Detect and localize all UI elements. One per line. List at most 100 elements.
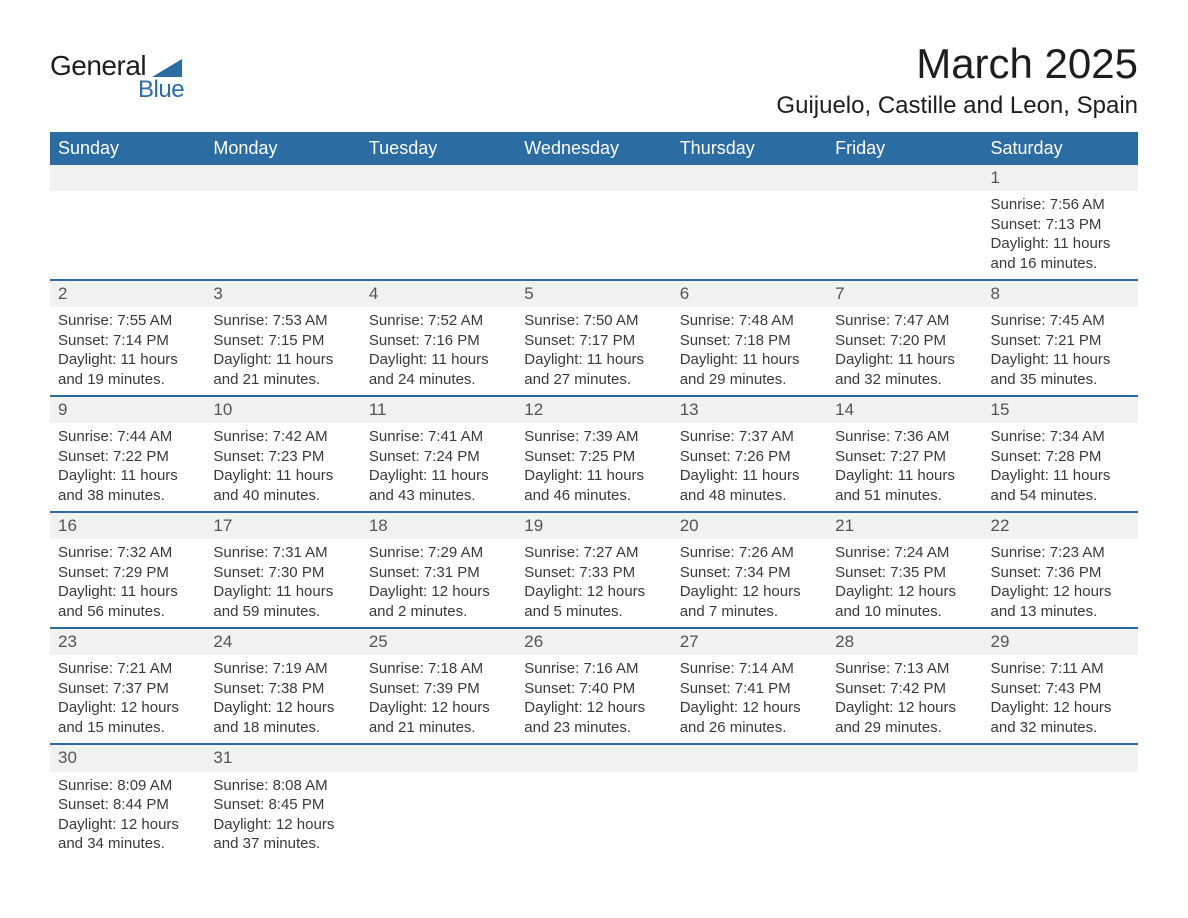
month-title: March 2025 bbox=[776, 40, 1138, 88]
day-number-cell bbox=[361, 744, 516, 771]
day-detail-cell: Sunrise: 7:48 AMSunset: 7:18 PMDaylight:… bbox=[672, 307, 827, 396]
day-number-cell: 20 bbox=[672, 512, 827, 539]
dl1-text: Daylight: 11 hours bbox=[835, 350, 974, 370]
day-number-cell bbox=[827, 165, 982, 191]
sunrise-text: Sunrise: 7:21 AM bbox=[58, 659, 197, 679]
day-detail-cell: Sunrise: 7:47 AMSunset: 7:20 PMDaylight:… bbox=[827, 307, 982, 396]
sunrise-text: Sunrise: 7:44 AM bbox=[58, 427, 197, 447]
dl2-text: and 46 minutes. bbox=[524, 486, 663, 506]
day-detail-cell: Sunrise: 7:42 AMSunset: 7:23 PMDaylight:… bbox=[205, 423, 360, 512]
day-detail-cell: Sunrise: 7:45 AMSunset: 7:21 PMDaylight:… bbox=[983, 307, 1138, 396]
sunrise-text: Sunrise: 7:14 AM bbox=[680, 659, 819, 679]
day-number-row: 2345678 bbox=[50, 280, 1138, 307]
dl2-text: and 48 minutes. bbox=[680, 486, 819, 506]
day-detail-cell: Sunrise: 7:13 AMSunset: 7:42 PMDaylight:… bbox=[827, 655, 982, 744]
dl1-text: Daylight: 11 hours bbox=[835, 466, 974, 486]
dl1-text: Daylight: 11 hours bbox=[58, 582, 197, 602]
sunset-text: Sunset: 7:35 PM bbox=[835, 563, 974, 583]
sunrise-text: Sunrise: 7:23 AM bbox=[991, 543, 1130, 563]
dl2-text: and 32 minutes. bbox=[835, 370, 974, 390]
dl2-text: and 7 minutes. bbox=[680, 602, 819, 622]
day-detail-cell: Sunrise: 7:21 AMSunset: 7:37 PMDaylight:… bbox=[50, 655, 205, 744]
dl1-text: Daylight: 11 hours bbox=[369, 466, 508, 486]
day-number-cell bbox=[983, 744, 1138, 771]
day-number-row: 9101112131415 bbox=[50, 396, 1138, 423]
dl1-text: Daylight: 12 hours bbox=[524, 582, 663, 602]
day-detail-cell: Sunrise: 7:55 AMSunset: 7:14 PMDaylight:… bbox=[50, 307, 205, 396]
day-number-cell: 14 bbox=[827, 396, 982, 423]
dl2-text: and 15 minutes. bbox=[58, 718, 197, 738]
day-number-cell: 9 bbox=[50, 396, 205, 423]
day-number-cell: 24 bbox=[205, 628, 360, 655]
day-number-cell: 6 bbox=[672, 280, 827, 307]
day-detail-row: Sunrise: 8:09 AMSunset: 8:44 PMDaylight:… bbox=[50, 772, 1138, 860]
day-number-row: 3031 bbox=[50, 744, 1138, 771]
sunrise-text: Sunrise: 7:45 AM bbox=[991, 311, 1130, 331]
sunset-text: Sunset: 7:26 PM bbox=[680, 447, 819, 467]
dl2-text: and 2 minutes. bbox=[369, 602, 508, 622]
sunrise-text: Sunrise: 7:55 AM bbox=[58, 311, 197, 331]
weekday-header: Thursday bbox=[672, 132, 827, 165]
dl2-text: and 26 minutes. bbox=[680, 718, 819, 738]
logo-triangle-icon bbox=[152, 55, 182, 77]
dl1-text: Daylight: 11 hours bbox=[524, 466, 663, 486]
dl1-text: Daylight: 12 hours bbox=[369, 698, 508, 718]
sunset-text: Sunset: 7:36 PM bbox=[991, 563, 1130, 583]
day-number-cell: 8 bbox=[983, 280, 1138, 307]
sunrise-text: Sunrise: 7:32 AM bbox=[58, 543, 197, 563]
sunrise-text: Sunrise: 7:47 AM bbox=[835, 311, 974, 331]
location: Guijuelo, Castille and Leon, Spain bbox=[776, 92, 1138, 120]
day-number-cell: 13 bbox=[672, 396, 827, 423]
sunset-text: Sunset: 7:14 PM bbox=[58, 331, 197, 351]
day-number-cell: 15 bbox=[983, 396, 1138, 423]
day-number-cell: 1 bbox=[983, 165, 1138, 191]
dl1-text: Daylight: 12 hours bbox=[835, 582, 974, 602]
sunset-text: Sunset: 7:24 PM bbox=[369, 447, 508, 467]
sunset-text: Sunset: 7:13 PM bbox=[991, 215, 1130, 235]
dl1-text: Daylight: 11 hours bbox=[369, 350, 508, 370]
day-detail-row: Sunrise: 7:56 AMSunset: 7:13 PMDaylight:… bbox=[50, 191, 1138, 280]
day-number-cell: 3 bbox=[205, 280, 360, 307]
day-detail-cell: Sunrise: 7:19 AMSunset: 7:38 PMDaylight:… bbox=[205, 655, 360, 744]
day-number-cell: 12 bbox=[516, 396, 671, 423]
sunrise-text: Sunrise: 7:39 AM bbox=[524, 427, 663, 447]
day-detail-row: Sunrise: 7:21 AMSunset: 7:37 PM Daylight:… bbox=[50, 655, 1138, 744]
day-number-cell: 7 bbox=[827, 280, 982, 307]
dl1-text: Daylight: 12 hours bbox=[58, 815, 197, 835]
sunset-text: Sunset: 7:43 PM bbox=[991, 679, 1130, 699]
day-detail-cell bbox=[516, 772, 671, 860]
sunset-text: Sunset: 7:40 PM bbox=[524, 679, 663, 699]
dl2-text: and 43 minutes. bbox=[369, 486, 508, 506]
sunrise-text: Sunrise: 7:42 AM bbox=[213, 427, 352, 447]
sunrise-text: Sunrise: 7:29 AM bbox=[369, 543, 508, 563]
day-detail-cell: Sunrise: 7:53 AMSunset: 7:15 PMDaylight:… bbox=[205, 307, 360, 396]
sunrise-text: Sunrise: 7:27 AM bbox=[524, 543, 663, 563]
day-detail-cell bbox=[205, 191, 360, 280]
day-detail-cell: Sunrise: 7:56 AMSunset: 7:13 PMDaylight:… bbox=[983, 191, 1138, 280]
sunset-text: Sunset: 7:37 PM bbox=[58, 679, 197, 699]
dl2-text: and 23 minutes. bbox=[524, 718, 663, 738]
day-number-cell bbox=[50, 165, 205, 191]
day-detail-cell: Sunrise: 7:14 AMSunset: 7:41 PMDaylight:… bbox=[672, 655, 827, 744]
sunset-text: Sunset: 7:41 PM bbox=[680, 679, 819, 699]
logo-text-blue: Blue bbox=[138, 76, 184, 104]
dl1-text: Daylight: 12 hours bbox=[213, 815, 352, 835]
day-number-cell: 2 bbox=[50, 280, 205, 307]
dl1-text: Daylight: 11 hours bbox=[58, 350, 197, 370]
sunrise-text: Sunrise: 7:56 AM bbox=[991, 195, 1130, 215]
dl1-text: Daylight: 11 hours bbox=[213, 466, 352, 486]
day-number-cell: 23 bbox=[50, 628, 205, 655]
dl2-text: and 29 minutes. bbox=[835, 718, 974, 738]
day-number-cell bbox=[361, 165, 516, 191]
sunset-text: Sunset: 7:25 PM bbox=[524, 447, 663, 467]
day-number-cell bbox=[672, 744, 827, 771]
day-detail-row: Sunrise: 7:55 AMSunset: 7:14 PMDaylight:… bbox=[50, 307, 1138, 396]
sunrise-text: Sunrise: 7:36 AM bbox=[835, 427, 974, 447]
dl2-text: and 54 minutes. bbox=[991, 486, 1130, 506]
weekday-header: Saturday bbox=[983, 132, 1138, 165]
sunset-text: Sunset: 7:23 PM bbox=[213, 447, 352, 467]
day-detail-cell bbox=[361, 191, 516, 280]
dl2-text: and 27 minutes. bbox=[524, 370, 663, 390]
sunset-text: Sunset: 7:15 PM bbox=[213, 331, 352, 351]
dl1-text: Daylight: 11 hours bbox=[991, 234, 1130, 254]
